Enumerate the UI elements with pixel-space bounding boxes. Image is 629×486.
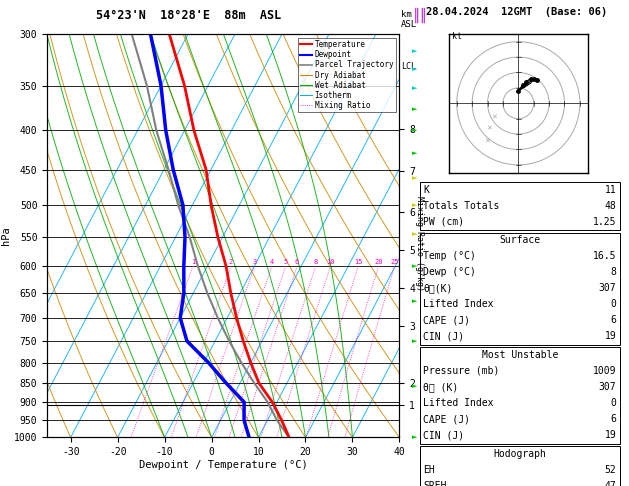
Text: LCL: LCL <box>401 62 416 71</box>
Text: ASL: ASL <box>401 20 418 29</box>
Text: 19: 19 <box>604 331 616 342</box>
Text: 48: 48 <box>604 201 616 211</box>
Text: SREH: SREH <box>423 481 447 486</box>
Text: CIN (J): CIN (J) <box>423 430 464 440</box>
Text: 16.5: 16.5 <box>593 251 616 261</box>
Text: Lifted Index: Lifted Index <box>423 398 494 408</box>
Text: 1009: 1009 <box>593 366 616 376</box>
Legend: Temperature, Dewpoint, Parcel Trajectory, Dry Adiabat, Wet Adiabat, Isotherm, Mi: Temperature, Dewpoint, Parcel Trajectory… <box>298 38 396 112</box>
Text: Temp (°C): Temp (°C) <box>423 251 476 261</box>
Text: CIN (J): CIN (J) <box>423 331 464 342</box>
Text: 15: 15 <box>354 259 362 265</box>
Text: ►: ► <box>413 175 418 181</box>
Text: CAPE (J): CAPE (J) <box>423 414 470 424</box>
Text: 4: 4 <box>270 259 274 265</box>
Text: EH: EH <box>423 465 435 475</box>
Text: 0: 0 <box>611 398 616 408</box>
Text: 6: 6 <box>611 414 616 424</box>
Text: Totals Totals: Totals Totals <box>423 201 499 211</box>
Text: Lifted Index: Lifted Index <box>423 299 494 310</box>
Text: θᴇ (K): θᴇ (K) <box>423 382 459 392</box>
Text: 8: 8 <box>611 267 616 278</box>
Text: ►: ► <box>413 383 418 389</box>
Text: ►: ► <box>413 434 418 440</box>
Text: Most Unstable: Most Unstable <box>482 350 558 360</box>
Text: ►: ► <box>413 338 418 344</box>
Text: PW (cm): PW (cm) <box>423 217 464 227</box>
Y-axis label: hPa: hPa <box>1 226 11 245</box>
Text: 25: 25 <box>391 259 399 265</box>
Text: ║║: ║║ <box>413 8 428 23</box>
Text: Pressure (mb): Pressure (mb) <box>423 366 499 376</box>
X-axis label: Dewpoint / Temperature (°C): Dewpoint / Temperature (°C) <box>139 460 308 470</box>
Text: km: km <box>401 10 412 19</box>
Text: K: K <box>423 185 429 195</box>
Text: ✕: ✕ <box>486 125 492 131</box>
Text: 1: 1 <box>191 259 195 265</box>
Text: 0: 0 <box>611 299 616 310</box>
Text: 52: 52 <box>604 465 616 475</box>
Text: Dewp (°C): Dewp (°C) <box>423 267 476 278</box>
Text: 1.25: 1.25 <box>593 217 616 227</box>
Text: kt: kt <box>452 32 462 41</box>
Text: Hodograph: Hodograph <box>493 449 547 459</box>
Text: θᴇ(K): θᴇ(K) <box>423 283 453 294</box>
Text: ►: ► <box>413 86 418 91</box>
Text: 19: 19 <box>604 430 616 440</box>
Text: ►: ► <box>413 151 418 156</box>
Text: 5: 5 <box>284 259 287 265</box>
Text: ✕: ✕ <box>484 138 489 144</box>
Text: 307: 307 <box>599 382 616 392</box>
Text: 307: 307 <box>599 283 616 294</box>
Text: 6: 6 <box>295 259 299 265</box>
Text: Surface: Surface <box>499 235 540 245</box>
Text: 20: 20 <box>374 259 382 265</box>
Text: 2: 2 <box>229 259 233 265</box>
Text: 8: 8 <box>313 259 318 265</box>
Text: ►: ► <box>413 48 418 54</box>
Text: ►: ► <box>413 127 418 133</box>
Text: 3: 3 <box>252 259 257 265</box>
Text: ►: ► <box>413 263 418 269</box>
Text: 6: 6 <box>611 315 616 326</box>
Text: 10: 10 <box>326 259 335 265</box>
Text: 28.04.2024  12GMT  (Base: 06): 28.04.2024 12GMT (Base: 06) <box>426 7 608 17</box>
Text: Mixing Ratio (g/kg): Mixing Ratio (g/kg) <box>415 195 424 291</box>
Text: ►: ► <box>413 66 418 72</box>
Text: ✕: ✕ <box>491 114 498 120</box>
Text: 11: 11 <box>604 185 616 195</box>
Text: ►: ► <box>413 298 418 305</box>
Text: 47: 47 <box>604 481 616 486</box>
Text: CAPE (J): CAPE (J) <box>423 315 470 326</box>
Text: ►: ► <box>413 106 418 112</box>
Text: 54°23'N  18°28'E  88m  ASL: 54°23'N 18°28'E 88m ASL <box>96 9 281 22</box>
Text: ►: ► <box>413 202 418 208</box>
Text: ►: ► <box>413 231 418 237</box>
